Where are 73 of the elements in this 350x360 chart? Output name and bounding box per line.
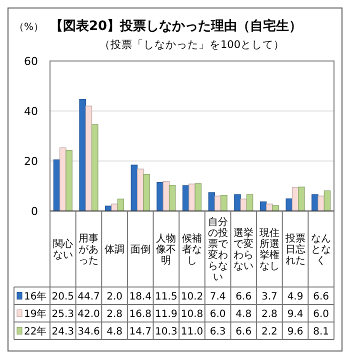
bar — [85, 106, 92, 212]
bar — [194, 183, 202, 212]
data-label: 10.8 — [180, 308, 204, 320]
data-label: 14.7 — [129, 326, 152, 338]
bar — [324, 190, 331, 212]
bar — [272, 205, 279, 212]
bar — [66, 150, 72, 212]
bar — [136, 168, 144, 212]
legend-label: 22年 — [24, 325, 47, 338]
data-label: 6.6 — [236, 326, 252, 338]
x-tick-label: 投票日忘れた — [284, 232, 306, 266]
data-label: 10.2 — [180, 291, 204, 302]
data-label: 9.6 — [287, 326, 304, 338]
bar — [220, 194, 228, 212]
bar — [246, 194, 254, 212]
x-tick-label: 用事があった — [78, 232, 99, 266]
data-label: 2.8 — [106, 308, 122, 320]
y-axis-title: （%） — [14, 22, 44, 33]
bar — [168, 184, 176, 212]
data-label: 16.8 — [129, 308, 152, 320]
data-label: 2.0 — [106, 291, 122, 302]
x-tick-label: 関心ない — [52, 238, 73, 261]
data-label: 4.8 — [106, 326, 122, 338]
bar — [143, 174, 150, 212]
data-label: 44.7 — [78, 291, 100, 302]
data-label: 2.2 — [262, 326, 278, 338]
data-label: 24.3 — [52, 326, 74, 338]
data-label: 20.5 — [52, 291, 74, 302]
y-tick-label: 60 — [24, 54, 38, 68]
x-tick-label: 面倒 — [130, 244, 150, 256]
data-label: 6.6 — [313, 291, 330, 302]
bar — [298, 186, 305, 212]
data-label: 11.9 — [155, 308, 178, 320]
data-label: 18.4 — [129, 291, 152, 302]
bar — [240, 198, 248, 212]
x-tick-label: なんとなく — [311, 234, 332, 266]
data-label: 11.0 — [180, 326, 204, 338]
data-label: 3.7 — [262, 291, 278, 302]
bar — [234, 194, 241, 212]
bar — [79, 98, 86, 212]
bar — [286, 198, 292, 212]
data-label: 2.8 — [262, 308, 278, 320]
legend-label: 16年 — [24, 290, 47, 302]
data-label: 4.8 — [236, 308, 252, 320]
data-label: 6.0 — [313, 308, 330, 320]
data-label: 34.6 — [78, 326, 100, 338]
data-label: 8.1 — [313, 326, 330, 338]
x-tick-label: 候補者なし — [182, 232, 202, 266]
y-tick-label: 40 — [24, 104, 38, 118]
data-label: 42.0 — [78, 308, 100, 320]
data-label: 4.9 — [287, 291, 304, 302]
bar — [318, 196, 324, 212]
data-label: 6.3 — [210, 326, 226, 338]
data-label: 10.3 — [155, 326, 178, 338]
data-label: 11.5 — [155, 291, 178, 302]
x-tick-label: 自分の投票で変わらない — [208, 216, 229, 283]
x-tick-label: 人物像不明 — [156, 234, 176, 266]
data-label: 25.3 — [52, 308, 74, 320]
x-tick-label: 体調 — [104, 244, 125, 256]
y-tick-label: 0 — [31, 204, 38, 218]
data-label: 9.4 — [287, 308, 304, 320]
x-tick-label: 選挙で変わらない — [234, 227, 254, 272]
x-tick-label: 現住所選挙権なし — [259, 228, 280, 272]
chart-title: 【図表20】投票しなかった理由（自宅生） — [50, 18, 302, 34]
data-label: 6.6 — [236, 291, 252, 302]
data-label: 6.0 — [210, 308, 226, 320]
bar — [117, 198, 124, 212]
y-tick-label: 20 — [24, 154, 38, 168]
legend-label: 19年 — [24, 308, 47, 320]
data-label: 7.4 — [210, 291, 226, 302]
bar — [92, 124, 98, 212]
bar — [156, 182, 164, 212]
chart-subtitle: （投票「しなかった」を100として） — [99, 39, 285, 51]
